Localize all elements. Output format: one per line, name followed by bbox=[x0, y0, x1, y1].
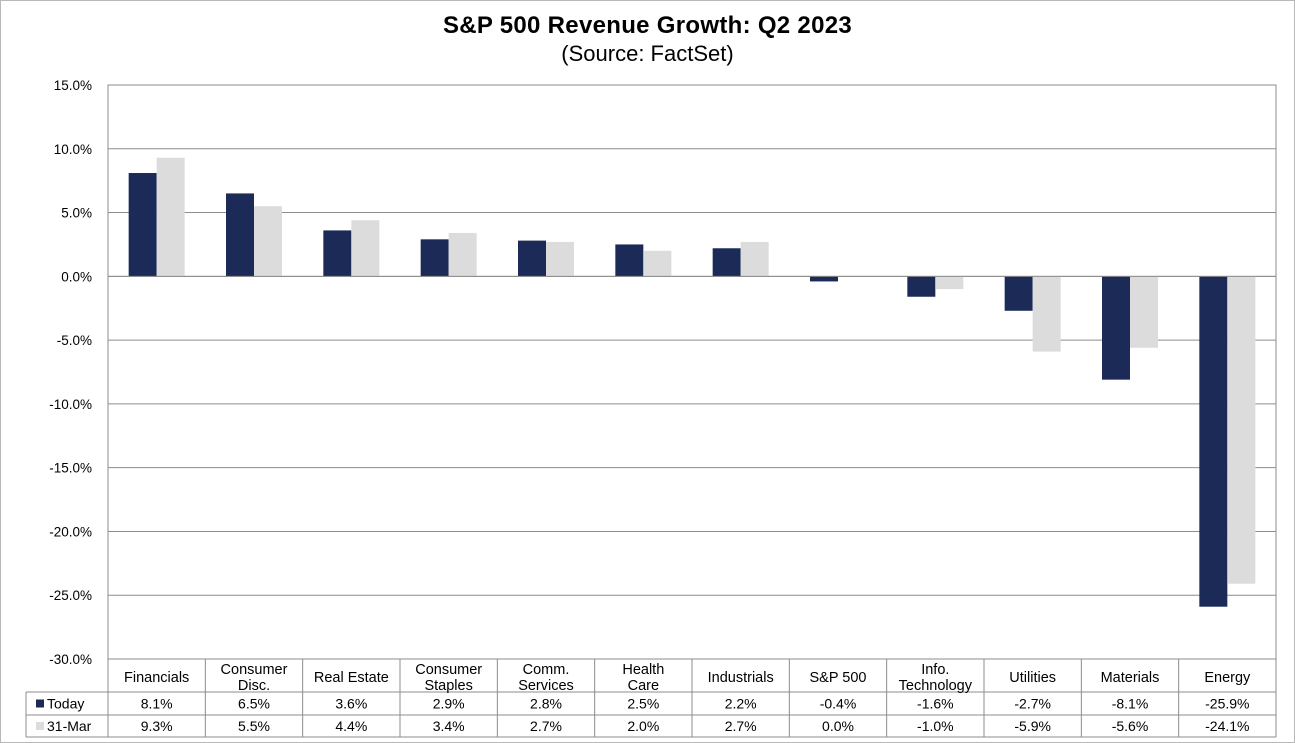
category-label: Consumer bbox=[415, 662, 482, 678]
bar-31-mar bbox=[1130, 276, 1158, 348]
bar-31-mar bbox=[351, 220, 380, 277]
data-label: 2.5% bbox=[627, 696, 659, 712]
bar-31-mar bbox=[935, 276, 964, 290]
bar-today bbox=[907, 276, 936, 297]
category-label: Care bbox=[628, 678, 659, 694]
bar-31-mar bbox=[1032, 276, 1061, 352]
category-label: Energy bbox=[1204, 670, 1251, 686]
legend-key-today bbox=[36, 699, 44, 708]
category-label: Real Estate bbox=[314, 670, 389, 686]
data-label: 2.2% bbox=[725, 696, 757, 712]
bar-today bbox=[128, 173, 157, 277]
data-label: -0.4% bbox=[820, 696, 857, 712]
legend-key-31-mar bbox=[36, 722, 44, 730]
category-label: Comm. bbox=[523, 662, 570, 678]
chart-subtitle: (Source: FactSet) bbox=[561, 41, 734, 66]
data-label: -1.6% bbox=[917, 696, 954, 712]
data-label: -25.9% bbox=[1205, 696, 1249, 712]
data-label: -8.1% bbox=[1112, 696, 1149, 712]
bar-31-mar bbox=[156, 157, 185, 277]
y-tick-label: 5.0% bbox=[61, 206, 92, 221]
bar-31-mar bbox=[643, 250, 672, 277]
bar-today bbox=[1102, 276, 1130, 380]
bar-today bbox=[323, 230, 352, 277]
data-label: -24.1% bbox=[1205, 718, 1249, 734]
category-label: Consumer bbox=[221, 662, 288, 678]
data-label: 4.4% bbox=[335, 718, 367, 734]
y-tick-label: -5.0% bbox=[57, 333, 92, 348]
data-label: 6.5% bbox=[238, 696, 270, 712]
data-label: -1.0% bbox=[917, 718, 954, 734]
bar-today bbox=[1199, 276, 1228, 607]
legend-label: 31-Mar bbox=[47, 718, 92, 734]
y-tick-label: 0.0% bbox=[61, 269, 92, 284]
category-label: Health bbox=[622, 662, 664, 678]
category-label: Services bbox=[518, 678, 574, 694]
bar-today bbox=[712, 248, 741, 277]
bar-today bbox=[518, 240, 546, 277]
legend-label: Today bbox=[47, 696, 84, 712]
category-label: Financials bbox=[124, 670, 189, 686]
plot-area bbox=[107, 84, 1277, 660]
bar-today bbox=[810, 276, 838, 282]
data-label: 2.8% bbox=[530, 696, 562, 712]
bar-31-mar bbox=[448, 232, 477, 277]
category-label: Utilities bbox=[1009, 670, 1056, 686]
y-tick-label: -15.0% bbox=[49, 461, 92, 476]
data-label: 2.7% bbox=[530, 718, 562, 734]
data-label: 2.7% bbox=[725, 718, 757, 734]
data-label: 3.4% bbox=[433, 718, 465, 734]
data-label: 2.9% bbox=[433, 696, 465, 712]
category-label: Disc. bbox=[238, 678, 270, 694]
category-label: Technology bbox=[899, 678, 973, 694]
y-tick-label: 15.0% bbox=[54, 78, 92, 93]
y-tick-label: -10.0% bbox=[49, 397, 92, 412]
data-label: -5.9% bbox=[1014, 718, 1051, 734]
chart-title: S&P 500 Revenue Growth: Q2 2023 bbox=[442, 12, 853, 39]
data-label: 0.0% bbox=[822, 718, 854, 734]
data-label: 3.6% bbox=[335, 696, 367, 712]
bar-31-mar bbox=[546, 241, 574, 277]
bar-31-mar bbox=[1227, 276, 1256, 584]
category-label: Industrials bbox=[708, 670, 774, 686]
category-label: Staples bbox=[424, 678, 472, 694]
bar-today bbox=[1004, 276, 1033, 311]
y-tick-label: -30.0% bbox=[49, 652, 92, 667]
data-label: 9.3% bbox=[141, 718, 173, 734]
bar-today bbox=[420, 239, 449, 277]
y-tick-label: -25.0% bbox=[49, 588, 92, 603]
category-label: S&P 500 bbox=[810, 670, 867, 686]
y-tick-label: 10.0% bbox=[54, 142, 92, 157]
bar-today bbox=[226, 193, 254, 277]
data-label: 2.0% bbox=[627, 718, 659, 734]
bar-31-mar bbox=[740, 241, 769, 277]
category-label: Materials bbox=[1101, 670, 1160, 686]
data-label: -5.6% bbox=[1112, 718, 1149, 734]
data-label: 5.5% bbox=[238, 718, 270, 734]
data-label: 8.1% bbox=[141, 696, 173, 712]
bar-today bbox=[615, 244, 644, 277]
category-label: Info. bbox=[921, 662, 949, 678]
y-tick-label: -20.0% bbox=[49, 524, 92, 539]
data-label: -2.7% bbox=[1014, 696, 1051, 712]
bar-31-mar bbox=[254, 206, 282, 277]
